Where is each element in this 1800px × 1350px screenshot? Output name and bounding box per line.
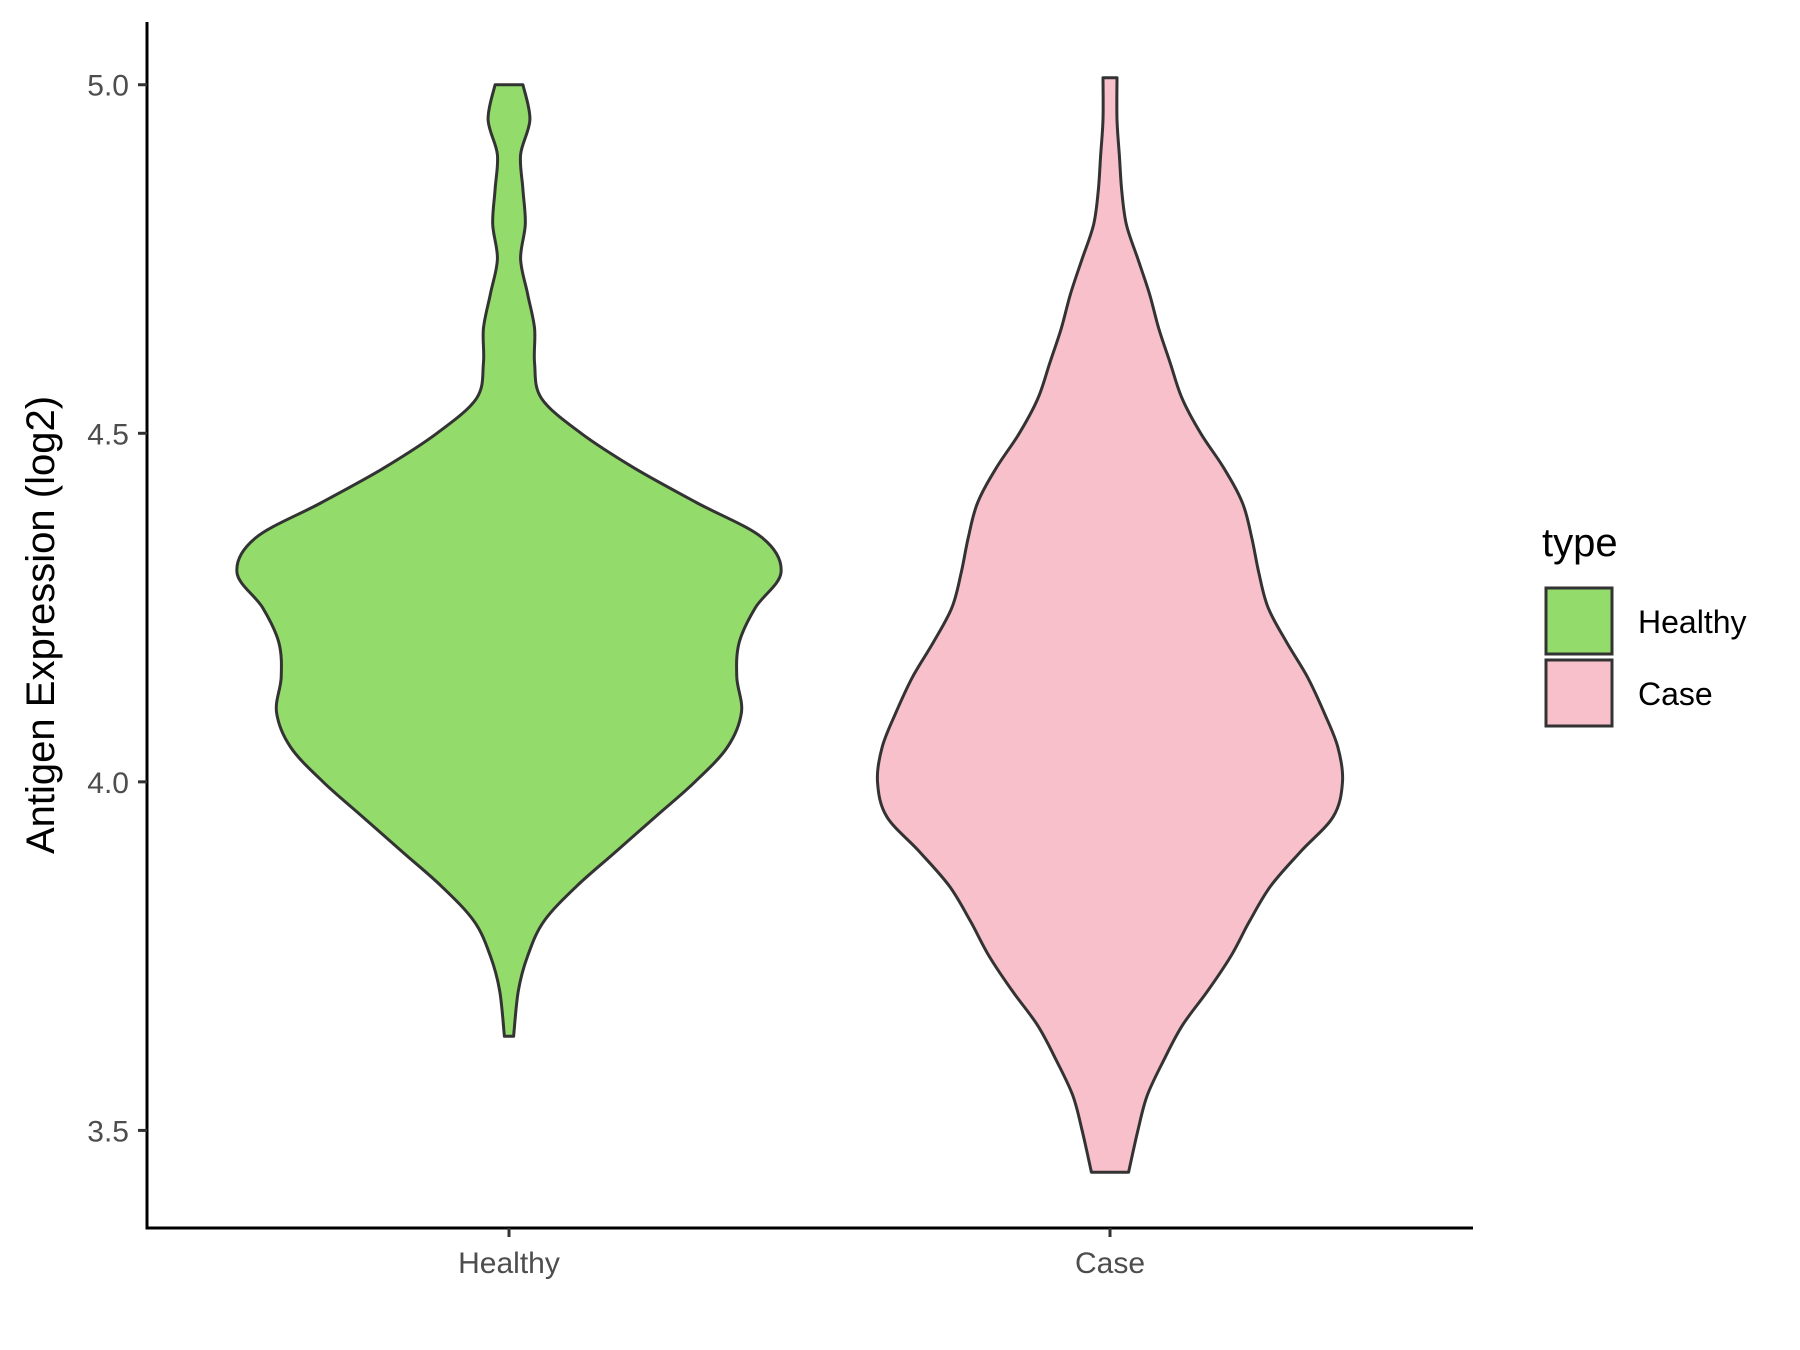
y-axis: 3.5 4.0 4.5 5.0 — [87, 22, 149, 1230]
legend-label-healthy: Healthy — [1638, 604, 1747, 640]
x-tick-label: Healthy — [458, 1247, 560, 1280]
y-tick-label: 3.5 — [87, 1115, 129, 1148]
legend-swatch-case — [1544, 658, 1614, 728]
y-tick-label: 4.0 — [87, 767, 129, 800]
legend-label-case: Case — [1638, 676, 1713, 712]
violin-healthy — [235, 83, 783, 1038]
x-axis: Healthy Case — [145, 1226, 1473, 1280]
legend: type Healthy Case — [1542, 521, 1747, 728]
legend-swatch-healthy — [1544, 586, 1614, 656]
plot-area — [235, 76, 1345, 1174]
y-axis-title: Antigen Expression (log2) — [19, 396, 63, 854]
x-tick-label: Case — [1075, 1247, 1145, 1280]
legend-title: type — [1542, 521, 1618, 565]
y-tick-label: 4.5 — [87, 418, 129, 451]
y-tick-label: 5.0 — [87, 70, 129, 103]
violin-case — [875, 76, 1345, 1174]
